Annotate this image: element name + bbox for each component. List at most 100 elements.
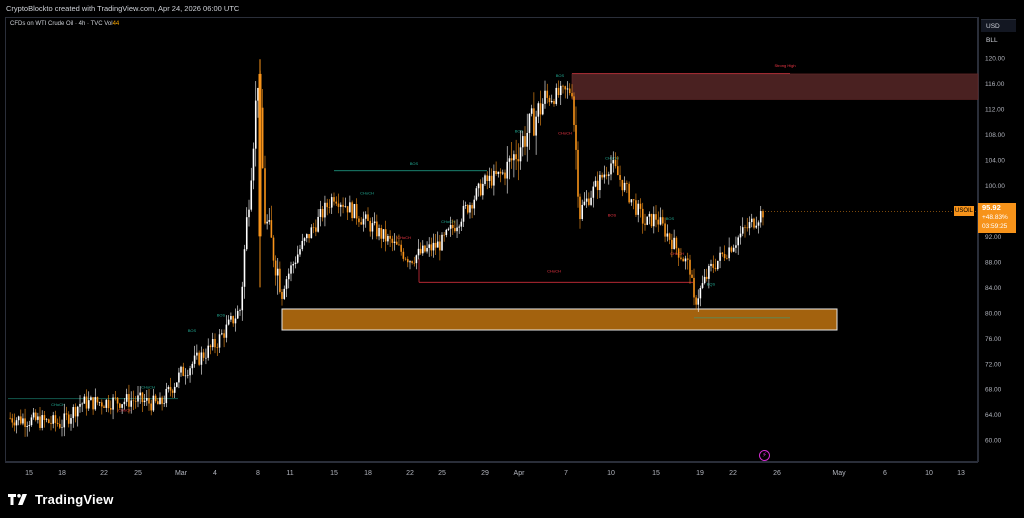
candle-body (150, 403, 152, 411)
candle-body (328, 207, 331, 208)
candle-body (312, 227, 315, 228)
candle-body (757, 222, 760, 226)
choch-label-5: CHoCH (558, 130, 572, 135)
candle-body (123, 401, 126, 405)
candle-body (132, 400, 135, 402)
candle-body (248, 209, 250, 218)
candle-body (137, 395, 139, 402)
candle-body (218, 334, 221, 348)
candle-body (283, 288, 286, 299)
measure-unit[interactable]: BLL (986, 37, 998, 44)
candle-body (56, 422, 59, 424)
price-tick-label: 100.00 (985, 183, 1005, 190)
supply-zone (571, 73, 979, 100)
candle-body (61, 427, 63, 428)
price-tick-label: 72.00 (985, 361, 1002, 368)
candle-body (730, 247, 733, 252)
candle-body (428, 244, 430, 248)
candle-body (393, 241, 396, 243)
time-tick-label: 15 (25, 470, 33, 477)
candle-body (333, 197, 335, 202)
candle-body (744, 227, 746, 228)
candle-body (207, 345, 209, 358)
candle-body (103, 406, 105, 408)
candle-body (24, 418, 26, 427)
candle-body (588, 198, 590, 205)
candle-body (198, 352, 200, 365)
candle-body (460, 221, 463, 227)
price-axis[interactable] (978, 17, 1024, 462)
candle-body (735, 245, 737, 248)
candle-body (712, 263, 715, 268)
candle-body (499, 171, 502, 174)
candle-body (524, 136, 526, 147)
candle-body (134, 401, 137, 402)
candle-body (726, 258, 728, 259)
candle-body (411, 261, 413, 263)
candle-body (303, 238, 306, 241)
candle-body (376, 221, 378, 237)
candle-body (530, 108, 533, 114)
current-price-box: 95.92 +48.83% 03:59:25 (978, 203, 1016, 233)
candle-body (664, 223, 666, 237)
candle-body (637, 203, 639, 215)
candle-body (121, 404, 123, 408)
time-tick-label: 29 (481, 470, 489, 477)
candle-body (404, 258, 407, 260)
candle-body (371, 223, 374, 232)
candle-body (732, 247, 735, 252)
candle-body (691, 274, 693, 278)
candle-body (710, 263, 712, 266)
candle-body (384, 229, 387, 242)
bos-label-2: BOS (515, 129, 524, 134)
candle-body (128, 394, 130, 407)
candle-body (45, 419, 48, 420)
candle-body (70, 418, 72, 424)
lightning-event-icon[interactable]: ⚡ (759, 450, 770, 461)
candle-body (513, 154, 515, 161)
candle-body (148, 398, 150, 404)
candle-body (276, 268, 279, 276)
candle-body (662, 217, 664, 224)
bar-countdown: 03:59:25 (982, 223, 1008, 230)
candle-body (680, 257, 682, 259)
candle-body (389, 235, 391, 239)
candle-body (677, 248, 680, 258)
price-tick-label: 120.00 (985, 56, 1005, 63)
candle-body (182, 366, 185, 376)
candle-body (409, 261, 411, 263)
candle-body (157, 401, 159, 405)
volume-label: Vol (104, 21, 113, 27)
candle-body (264, 168, 266, 224)
candle-body (550, 100, 553, 103)
candle-body (599, 174, 601, 191)
time-axis[interactable] (5, 462, 978, 480)
candle-body (653, 214, 655, 227)
candle-body (83, 396, 86, 404)
tradingview-logo[interactable]: TradingView (8, 489, 114, 509)
candle-body (553, 100, 555, 104)
candle-body (37, 416, 39, 420)
candle-body (449, 224, 452, 229)
candle-body (493, 170, 495, 186)
candle-body (701, 283, 704, 288)
candle-body (596, 180, 599, 191)
candle-body (54, 415, 57, 423)
bos-label-3: BOS (556, 73, 565, 78)
eqs-label: EQS (707, 281, 716, 286)
candle-body (475, 188, 478, 200)
candle-body (566, 88, 569, 90)
candle-body (146, 398, 148, 401)
candle-body (202, 352, 205, 358)
candle-body (583, 201, 586, 205)
currency-unit[interactable]: USD (981, 19, 1016, 32)
time-tick-label: 26 (773, 470, 781, 477)
price-tick-label: 76.00 (985, 336, 1002, 343)
candle-body (211, 339, 214, 348)
candle-body (373, 221, 376, 224)
candle-body (364, 214, 367, 219)
candle-body (755, 225, 758, 228)
time-tick-label: Apr (514, 470, 526, 477)
price-tick-label: 108.00 (985, 132, 1005, 139)
candle-body (290, 265, 292, 274)
